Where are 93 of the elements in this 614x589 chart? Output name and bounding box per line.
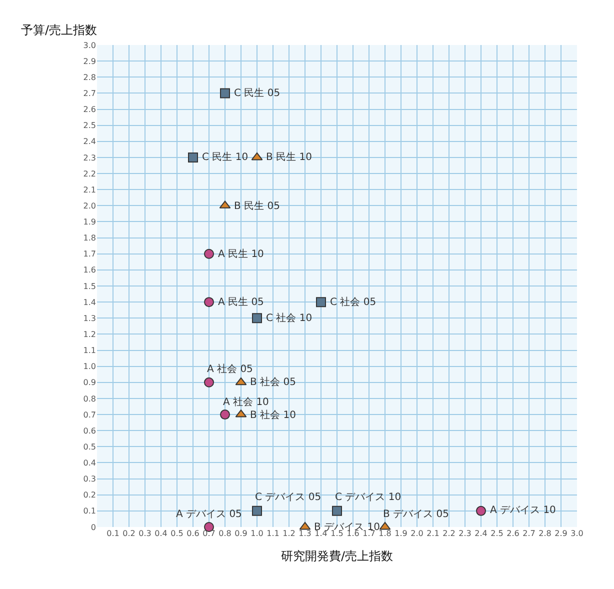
point — [220, 410, 230, 420]
x-tick-label: 1.5 — [330, 529, 344, 538]
x-tick-label: 0.8 — [218, 529, 232, 538]
x-tick-label: 1.3 — [298, 529, 312, 538]
x-tick-label: 0.4 — [154, 529, 168, 538]
annotation: B デバイス 05 — [383, 509, 449, 520]
point — [204, 377, 214, 388]
x-tick-label: 2.7 — [522, 529, 536, 538]
y-tick-label: 2.2 — [83, 169, 96, 178]
y-tick-label: 2.6 — [83, 105, 96, 114]
annotation: C デバイス 05 — [255, 492, 322, 503]
point — [252, 506, 262, 516]
x-tick-label: 2.2 — [442, 529, 456, 538]
annotation: C 社会 05 — [330, 296, 376, 308]
point — [251, 152, 263, 160]
point — [235, 377, 247, 386]
y-tick-label: 1.5 — [83, 282, 96, 291]
point — [204, 248, 214, 259]
x-tick-label: 0.7 — [202, 529, 216, 538]
annotation: B 社会 05 — [250, 376, 296, 388]
annotation: C 社会 10 — [266, 312, 312, 324]
y-tick-label: 0.3 — [83, 474, 96, 484]
x-tick-label: 1.0 — [250, 529, 264, 538]
y-tick-label: 2.1 — [83, 185, 96, 194]
x-tick-label: 3.0 — [570, 529, 584, 538]
annotation: C 民生 05 — [234, 87, 280, 99]
y-tick-label: 1.9 — [83, 218, 96, 227]
annotation: A 民生 05 — [218, 296, 264, 308]
x-tick-label: 1.2 — [282, 529, 296, 538]
annotation: A デバイス 05 — [176, 509, 242, 520]
y-tick-label: 3.0 — [83, 40, 96, 50]
y-tick-label: 2.0 — [83, 201, 96, 210]
x-tick-label: 2.9 — [554, 529, 568, 538]
x-tick-label: 1.8 — [378, 529, 392, 538]
point — [316, 297, 326, 308]
annotation: A 社会 10 — [223, 396, 269, 408]
y-tick-label: 2.8 — [83, 72, 96, 82]
y-tick-label: 0.5 — [83, 442, 96, 452]
x-tick-label: 0.5 — [170, 529, 184, 538]
x-tick-label: 0.1 — [106, 529, 120, 538]
y-tick-label: 0.4 — [83, 458, 96, 468]
x-tick-label: 1.6 — [346, 529, 360, 538]
y-tick-label: 2.9 — [83, 56, 96, 66]
x-tick-label: 2.4 — [474, 529, 488, 538]
x-tick-label: 2.8 — [538, 529, 552, 538]
x-tick-label: 2.3 — [458, 529, 472, 538]
y-tick-label: 0.1 — [83, 506, 96, 516]
y-tick-label: 0 — [90, 522, 96, 532]
x-tick-label: 0.9 — [234, 529, 248, 538]
x-tick-label: 0.2 — [122, 529, 136, 538]
y-tick-label: 0.8 — [83, 394, 96, 404]
point — [332, 506, 342, 516]
point — [252, 313, 262, 324]
x-axis-title: 研究開発費/売上指数 — [280, 548, 394, 563]
y-tick-label: 0.9 — [83, 378, 96, 388]
annotation: B 社会 10 — [250, 409, 296, 421]
x-tick-label: 2.5 — [490, 529, 504, 538]
y-tick-label: 2.7 — [83, 89, 96, 98]
x-tick-label: 1.1 — [266, 529, 280, 538]
y-axis-title: 予算/売上指数 — [21, 23, 98, 37]
x-tick-label: 2.1 — [426, 529, 440, 538]
x-tick-label: 0.3 — [138, 529, 152, 538]
point — [476, 506, 486, 516]
point — [220, 88, 230, 98]
annotation: B 民生 10 — [266, 151, 312, 163]
y-tick-label: 1.1 — [83, 346, 96, 356]
point — [188, 152, 198, 162]
y-tick-label: 1.4 — [83, 298, 96, 307]
y-tick-label: 2.4 — [83, 137, 96, 146]
annotation: C デバイス 10 — [335, 492, 402, 503]
x-tick-label: 2.6 — [506, 529, 520, 538]
y-tick-label: 1.7 — [83, 250, 96, 259]
x-tick-label: 2.0 — [410, 529, 424, 538]
y-tick-label: 1.3 — [83, 314, 96, 323]
x-tick-label: 1.9 — [394, 529, 408, 538]
y-tick-label: 1.2 — [83, 330, 96, 339]
annotation: C 民生 10 — [202, 151, 248, 163]
y-tick-label: 1.8 — [83, 234, 96, 243]
y-tick-label: 0.2 — [83, 490, 96, 500]
point — [204, 297, 214, 308]
annotation: A 社会 05 — [207, 363, 253, 375]
y-tick-label: 1.6 — [83, 266, 96, 275]
y-tick-label: 0.6 — [83, 426, 96, 436]
y-tick-label: 2.3 — [83, 153, 96, 162]
y-tick-label: 1.0 — [83, 362, 96, 372]
x-tick-label: 1.7 — [362, 529, 376, 538]
annotation: A 民生 10 — [218, 248, 264, 260]
annotation: A デバイス 10 — [490, 505, 556, 516]
x-tick-label: 0.6 — [186, 529, 200, 538]
y-tick-label: 0.7 — [83, 410, 96, 420]
annotation: B 民生 05 — [234, 200, 280, 212]
x-tick-label: 1.4 — [314, 529, 328, 538]
y-tick-label: 2.5 — [83, 121, 96, 130]
